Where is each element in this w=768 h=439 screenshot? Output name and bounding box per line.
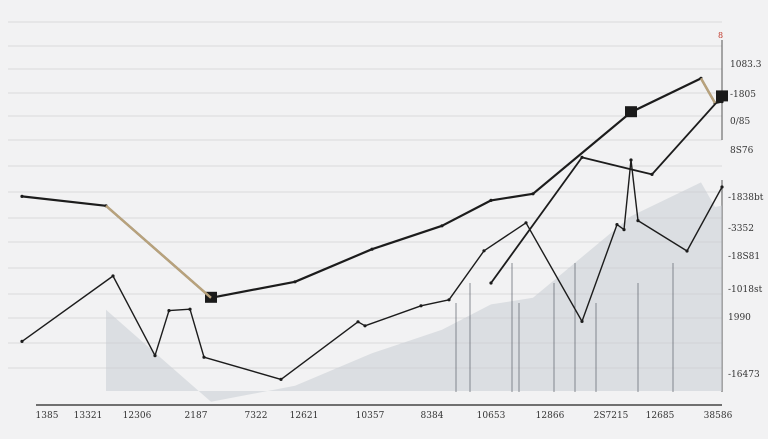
area-fill-layer [106, 182, 722, 402]
y-tick-label-upper: -1805 [730, 90, 756, 100]
data-point-0-5 [440, 224, 444, 228]
data-point-1-1 [111, 274, 115, 278]
data-point-2-1 [580, 155, 584, 159]
data-point-1-2 [153, 354, 157, 358]
data-point-1-0 [20, 339, 24, 343]
y-tick-label-lower: -16473 [728, 370, 760, 380]
data-point-2-2 [650, 172, 654, 176]
series-line-1 [21, 159, 723, 381]
x-tick-label: 7322 [245, 411, 268, 421]
x-tick-label: 8384 [421, 411, 444, 421]
data-point-1-5 [202, 355, 206, 359]
y-tick-label-lower: -3352 [728, 224, 754, 234]
series-layer [20, 76, 728, 381]
peak-marker-2-3 [716, 90, 728, 102]
x-tick-label: 13321 [74, 411, 103, 421]
x-tick-label: 38586 [704, 411, 733, 421]
y-tick-label-lower: -18S81 [728, 252, 760, 262]
data-point-1-17 [636, 219, 640, 223]
x-tick-label: 12866 [536, 411, 565, 421]
x-tick-label: 10357 [356, 411, 385, 421]
data-point-1-8 [363, 324, 367, 328]
data-point-0-4 [370, 247, 374, 251]
x-tick-label: 12685 [646, 411, 675, 421]
data-point-1-7 [356, 320, 360, 324]
data-point-1-15 [622, 228, 626, 232]
y-tick-label-upper: 8S76 [730, 146, 754, 156]
peak-marker-0-8 [625, 106, 637, 118]
data-point-1-6 [279, 377, 283, 381]
data-point-2-0 [489, 281, 493, 285]
data-point-1-4 [188, 307, 192, 311]
x-tick-label: 10653 [477, 411, 506, 421]
data-point-0-0 [20, 194, 24, 198]
x-tick-label: 2S7215 [594, 411, 629, 421]
data-point-1-16 [629, 158, 633, 162]
data-point-0-3 [293, 280, 297, 284]
series-line-2 [490, 95, 723, 284]
accent-segment-1 [699, 77, 717, 104]
data-point-1-3 [167, 309, 171, 313]
x-tick-label: 2187 [185, 411, 208, 421]
data-point-0-7 [531, 192, 535, 196]
y-tick-label-lower: -1838bt [728, 193, 764, 203]
tick-label-layer: 1385 13321 12306 2187 7322 12621 10357 8384 1065… [36, 60, 764, 421]
x-tick-label: 12621 [290, 411, 319, 421]
x-tick-label: 12306 [123, 411, 152, 421]
y-tick-label-lower: 1990 [728, 313, 751, 323]
data-point-1-11 [482, 249, 486, 253]
data-point-0-6 [489, 198, 493, 202]
data-point-1-18 [685, 249, 689, 253]
area-fill [106, 182, 722, 402]
data-point-1-9 [419, 304, 423, 308]
data-point-1-12 [524, 221, 528, 225]
y-tick-label-lower: -1018st [728, 285, 763, 295]
corner-mark: 8 [718, 31, 723, 40]
data-point-1-13 [580, 319, 584, 323]
y-tick-label-upper: 0/85 [730, 117, 750, 127]
x-tick-label: 1385 [36, 411, 59, 421]
y-tick-label-upper: 1083.3 [730, 60, 762, 70]
data-point-1-14 [615, 223, 619, 227]
data-point-1-19 [720, 185, 724, 189]
accent-segment-0 [105, 204, 212, 299]
data-point-1-10 [447, 298, 451, 302]
